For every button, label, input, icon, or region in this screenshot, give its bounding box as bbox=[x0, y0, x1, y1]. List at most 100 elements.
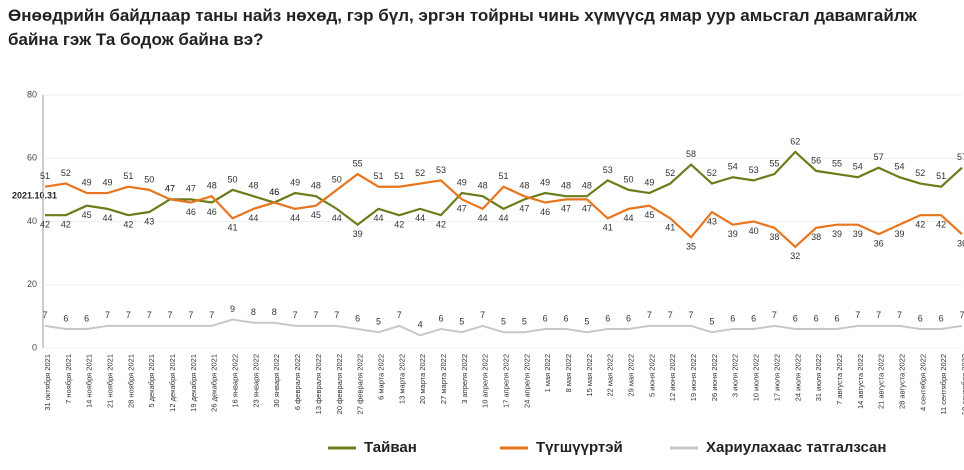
data-label: 45 bbox=[82, 210, 92, 220]
data-label: 36 bbox=[957, 239, 964, 249]
x-tick-label: 30 января 2022 bbox=[272, 354, 281, 408]
data-label: 38 bbox=[811, 232, 821, 242]
data-label: 8 bbox=[251, 307, 256, 317]
title-box: Өнөөдрийн байдлаар таны найз нөхөд, гэр … bbox=[8, 6, 917, 49]
data-label: 47 bbox=[582, 204, 592, 214]
data-label: 54 bbox=[894, 162, 904, 172]
data-label: 6 bbox=[939, 313, 944, 323]
data-label: 7 bbox=[293, 310, 298, 320]
data-label: 40 bbox=[749, 226, 759, 236]
x-tick-label: 7 ноября 2021 bbox=[64, 354, 73, 404]
data-label: 44 bbox=[478, 213, 488, 223]
data-label: 7 bbox=[42, 310, 47, 320]
legend-label: Тайван bbox=[364, 439, 417, 456]
data-label: 46 bbox=[207, 207, 217, 217]
data-label: 39 bbox=[853, 229, 863, 239]
data-label: 49 bbox=[103, 177, 113, 187]
data-label: 48 bbox=[207, 181, 217, 191]
data-label: 36 bbox=[874, 239, 884, 249]
data-label: 7 bbox=[313, 310, 318, 320]
data-label: 53 bbox=[749, 165, 759, 175]
data-label: 7 bbox=[188, 310, 193, 320]
x-tick-label: 20 марта 2022 bbox=[418, 354, 427, 404]
chart-title: Өнөөдрийн байдлаар таны найз нөхөд, гэр … bbox=[8, 6, 917, 49]
data-label: 7 bbox=[689, 310, 694, 320]
data-label: 49 bbox=[457, 177, 467, 187]
data-label: 51 bbox=[123, 171, 133, 181]
data-label: 54 bbox=[853, 162, 863, 172]
x-tick-label: 11 сентября 2022 bbox=[939, 354, 948, 415]
data-label: 44 bbox=[103, 213, 113, 223]
data-label: 6 bbox=[438, 313, 443, 323]
data-label: 49 bbox=[290, 177, 300, 187]
x-tick-label: 27 февраля 2022 bbox=[356, 354, 365, 414]
x-tick-label: 28 августа 2022 bbox=[897, 354, 906, 409]
data-label: 52 bbox=[707, 168, 717, 178]
data-label: 51 bbox=[936, 171, 946, 181]
legend-label: Хариулахаас татгалзсан bbox=[706, 439, 886, 456]
data-label: 6 bbox=[814, 313, 819, 323]
data-label: 39 bbox=[353, 229, 363, 239]
data-label: 44 bbox=[498, 213, 508, 223]
x-tick-label: 14 августа 2022 bbox=[856, 354, 865, 409]
data-label: 43 bbox=[707, 216, 717, 226]
x-tick-label: 21 августа 2022 bbox=[877, 354, 886, 409]
data-label: 44 bbox=[332, 213, 342, 223]
data-label: 7 bbox=[105, 310, 110, 320]
data-label: 47 bbox=[186, 184, 196, 194]
x-tick-label: 24 апреля 2022 bbox=[522, 354, 531, 408]
x-tick-label: 3 июля 2022 bbox=[731, 354, 740, 397]
data-label: 51 bbox=[373, 171, 383, 181]
data-label: 6 bbox=[918, 313, 923, 323]
data-label: 48 bbox=[519, 181, 529, 191]
data-label: 47 bbox=[457, 204, 467, 214]
y-tick-label: 20 bbox=[27, 279, 37, 289]
data-label: 52 bbox=[61, 168, 71, 178]
data-label: 57 bbox=[874, 152, 884, 162]
data-label: 7 bbox=[876, 310, 881, 320]
data-label: 39 bbox=[728, 229, 738, 239]
data-label: 44 bbox=[373, 213, 383, 223]
data-label: 46 bbox=[186, 207, 196, 217]
data-label: 58 bbox=[686, 149, 696, 159]
x-tick-label: 13 февраля 2022 bbox=[314, 354, 323, 414]
x-tick-label: 14 ноября 2021 bbox=[85, 354, 94, 408]
data-label: 51 bbox=[394, 171, 404, 181]
x-tick-label: 17 апреля 2022 bbox=[501, 354, 510, 408]
x-tick-label: 5 июня 2022 bbox=[647, 354, 656, 397]
x-tick-label: 18 сентября 2022 bbox=[960, 354, 964, 415]
x-tick-label: 13 марта 2022 bbox=[397, 354, 406, 404]
data-label: 39 bbox=[832, 229, 842, 239]
data-label: 41 bbox=[603, 223, 613, 233]
x-tick-label: 26 июня 2022 bbox=[710, 354, 719, 401]
data-label: 7 bbox=[334, 310, 339, 320]
data-label: 4 bbox=[418, 320, 423, 330]
x-tick-label: 16 января 2022 bbox=[231, 354, 240, 408]
x-tick-label: 15 мая 2022 bbox=[585, 354, 594, 397]
x-tick-label: 31 октября 2021 bbox=[43, 354, 52, 411]
x-tick-label: 31 июля 2022 bbox=[814, 354, 823, 401]
data-label: 5 bbox=[501, 317, 506, 327]
x-tick-label: 23 января 2022 bbox=[251, 354, 260, 408]
x-tick-label: 8 мая 2022 bbox=[564, 354, 573, 392]
data-label: 39 bbox=[894, 229, 904, 239]
x-tick-label: 7 августа 2022 bbox=[835, 354, 844, 405]
data-label: 49 bbox=[82, 177, 92, 187]
data-label: 42 bbox=[40, 220, 50, 230]
data-label: 42 bbox=[61, 220, 71, 230]
data-label: 41 bbox=[228, 223, 238, 233]
data-label: 52 bbox=[665, 168, 675, 178]
data-label: 8 bbox=[272, 307, 277, 317]
x-tick-label: 20 февраля 2022 bbox=[335, 354, 344, 414]
data-label: 46 bbox=[540, 207, 550, 217]
data-label: 50 bbox=[228, 174, 238, 184]
data-label: 48 bbox=[561, 181, 571, 191]
x-tick-label: 5 декабря 2021 bbox=[147, 354, 156, 408]
data-label: 42 bbox=[915, 220, 925, 230]
data-label: 50 bbox=[144, 174, 154, 184]
data-label: 6 bbox=[605, 313, 610, 323]
x-tick-label: 6 марта 2022 bbox=[376, 354, 385, 400]
data-label: 44 bbox=[290, 213, 300, 223]
x-tick-label: 17 июля 2022 bbox=[772, 354, 781, 401]
data-label: 47 bbox=[561, 204, 571, 214]
